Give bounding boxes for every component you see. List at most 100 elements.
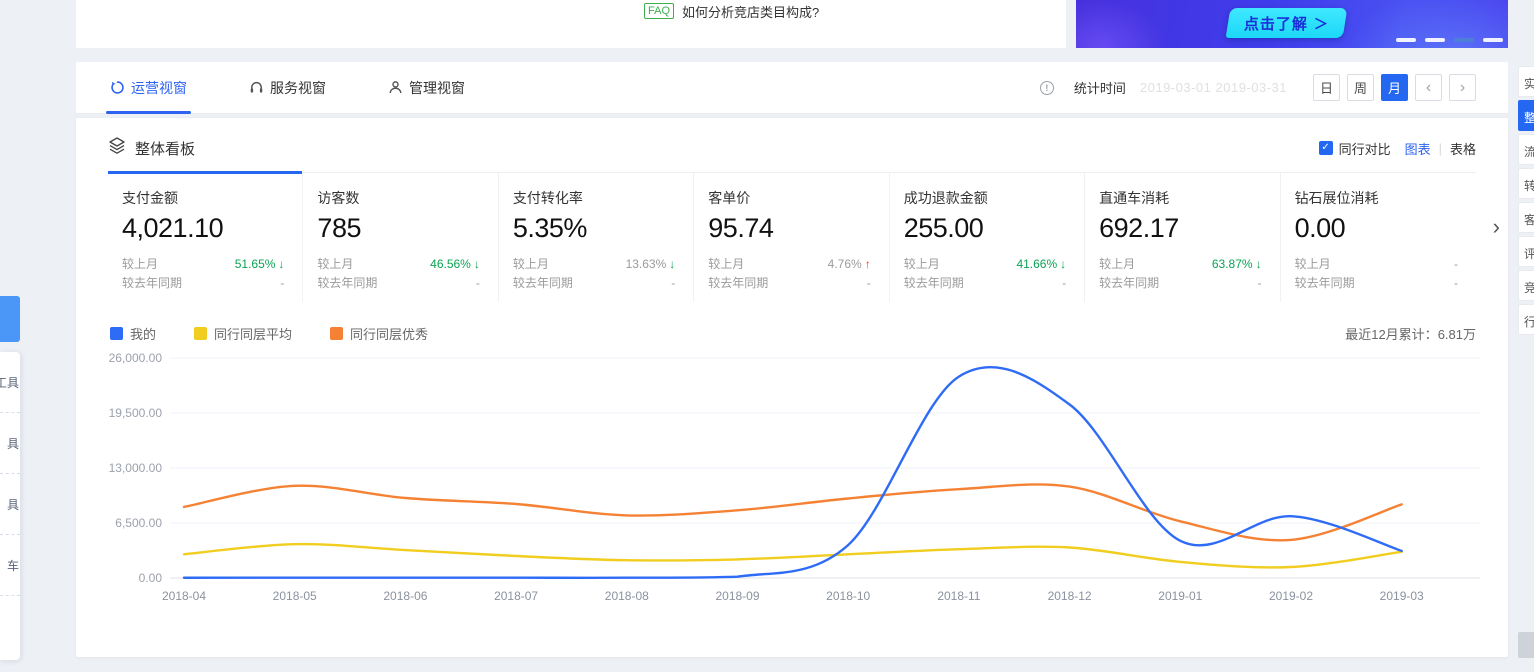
back-to-top-button[interactable] (1518, 632, 1534, 658)
tab-label: 服务视窗 (270, 79, 326, 96)
right-anchor-nav: 实整流转客评竞行 (1518, 66, 1534, 338)
left-dock-item-label: 车 (6, 558, 19, 573)
left-dock-item-3[interactable]: 车 (0, 535, 20, 596)
chart-legend: 我的 同行同层平均 同行同层优秀 (110, 324, 428, 343)
period-button-0[interactable]: 日 (1313, 74, 1340, 101)
rolling-total: 最近12月累计：6.81万 (1345, 324, 1476, 343)
x-axis-tick: 2018-07 (494, 589, 538, 603)
faq-question-link[interactable]: 如何分析竞店类目构成? (682, 4, 820, 20)
metric-card-6[interactable]: 钻石展位消耗 0.00 较上月 - 较去年同期 - (1281, 173, 1476, 302)
metric-card-3[interactable]: 客单价 95.74 较上月 4.76% ↑ 较去年同期 - (694, 173, 890, 302)
banner-cta-button[interactable]: 点击了解 ＞ (1225, 8, 1348, 38)
view-mode-chart[interactable]: 图表 (1404, 141, 1431, 157)
rolling-total-label: 最近12月累计： (1345, 326, 1438, 342)
card-yoy-label: 较去年同期 (122, 276, 183, 290)
banner-dash-2[interactable] (1454, 38, 1474, 42)
right-anchor-item-1[interactable]: 整 (1518, 100, 1534, 131)
card-yoy-label: 较去年同期 (903, 276, 964, 290)
card-mom-label: 较上月 (122, 257, 159, 271)
metric-card-4[interactable]: 成功退款金额 255.00 较上月 41.66% ↓ 较去年同期 - (890, 173, 1086, 302)
right-anchor-item-3[interactable]: 转 (1518, 168, 1534, 199)
banner-dash-3[interactable] (1483, 38, 1503, 42)
series-line-1 (182, 542, 1403, 569)
y-axis-tick: 6,500.00 (115, 516, 162, 530)
period-button-group: 日周月 ‹ › (1313, 74, 1476, 101)
tab-2[interactable]: 管理视窗 (388, 62, 465, 113)
banner-dash-1[interactable] (1425, 38, 1445, 42)
promo-banner[interactable]: 点击了解 ＞ (1076, 0, 1508, 48)
legend-item-1[interactable]: 同行同层平均 (194, 324, 292, 343)
card-mom-value: 41.66% (1016, 257, 1058, 271)
arrow-up-icon: ↑ (864, 257, 871, 271)
legend-swatch (110, 326, 123, 340)
period-button-2[interactable]: 月 (1381, 74, 1408, 101)
y-axis-tick: 13,000.00 (109, 461, 163, 475)
arrow-down-icon: ↓ (278, 257, 285, 271)
view-mode-separator: | (1438, 140, 1442, 156)
card-yoy-label: 较去年同期 (708, 276, 769, 290)
left-dock-item-0[interactable]: 工具 (0, 352, 20, 413)
left-dock-item-2[interactable]: 具 (0, 474, 20, 535)
right-anchor-item-0[interactable]: 实 (1518, 66, 1534, 97)
metric-card-5[interactable]: 直通车消耗 692.17 较上月 63.87% ↓ 较去年同期 - (1085, 173, 1281, 302)
tab-1[interactable]: 服务视窗 (249, 62, 326, 113)
user-icon (388, 80, 403, 95)
overview-panel: 整体看板 ✓ 同行对比 图表 | 表格 支付金额 4,021.10 较上月 51.65… (76, 118, 1508, 657)
period-button-1[interactable]: 周 (1347, 74, 1374, 101)
x-axis-tick: 2018-11 (937, 589, 980, 603)
legend-label: 同行同层平均 (214, 326, 293, 342)
right-anchor-item-5[interactable]: 评 (1518, 236, 1534, 267)
x-axis-tick: 2018-06 (383, 589, 427, 603)
card-value: 785 (317, 213, 361, 243)
card-yoy-row: 较去年同期 - (317, 274, 479, 293)
cards-next-arrow[interactable]: › (1492, 214, 1500, 239)
card-title: 成功退款金额 (903, 190, 988, 206)
right-anchor-item-6[interactable]: 竞 (1518, 270, 1534, 301)
peer-compare-checkbox[interactable]: ✓ (1318, 141, 1333, 155)
right-anchor-item-2[interactable]: 流 (1518, 134, 1534, 165)
view-mode-table[interactable]: 表格 (1449, 141, 1476, 157)
card-yoy-row: 较去年同期 - (904, 274, 1066, 293)
card-yoy-value: - (1257, 276, 1262, 290)
card-yoy-label: 较去年同期 (317, 276, 378, 290)
left-dock-active-button[interactable] (0, 296, 20, 342)
card-yoy-label: 较去年同期 (1099, 276, 1160, 290)
x-axis-tick: 2018-05 (273, 589, 317, 603)
card-mom-value: 46.56% (430, 257, 471, 271)
prev-period-button[interactable]: ‹ (1415, 74, 1442, 101)
arrow-down-icon: ↓ (1060, 257, 1067, 271)
left-dock-item-1[interactable]: 具 (0, 413, 20, 474)
banner-dash-0[interactable] (1396, 38, 1416, 42)
section-title: 整体看板 (135, 140, 196, 158)
legend-item-2[interactable]: 同行同层优秀 (330, 324, 428, 343)
right-anchor-item-4[interactable]: 客 (1518, 202, 1534, 233)
card-yoy-label: 较去年同期 (512, 276, 573, 290)
metric-card-2[interactable]: 支付转化率 5.35% 较上月 13.63% ↓ 较去年同期 - (499, 173, 695, 302)
legend-label: 我的 (130, 326, 157, 342)
legend-swatch (194, 326, 208, 340)
view-tabbar: 运营视窗 服务视窗 管理视窗 ! 统计时间 2019-03-01 2019-03-3… (76, 62, 1508, 114)
stat-date-range[interactable]: 2019-03-01 2019-03-31 (1139, 80, 1287, 95)
card-mom-row: 较上月 4.76% ↑ (708, 255, 870, 274)
banner-carousel-indicators[interactable] (1396, 38, 1503, 42)
series-line-0 (182, 366, 1403, 579)
panel-header: 整体看板 ✓ 同行对比 图表 | 表格 (76, 118, 1508, 162)
x-axis-tick: 2019-01 (1158, 589, 1202, 603)
info-icon[interactable]: ! (1039, 80, 1054, 95)
y-axis-tick: 0.00 (139, 571, 163, 585)
legend-item-0[interactable]: 我的 (110, 324, 156, 343)
tab-0[interactable]: 运营视窗 (106, 62, 191, 114)
faq-badge: FAQ (644, 3, 675, 19)
card-yoy-row: 较去年同期 - (708, 274, 870, 293)
card-value: 0.00 (1294, 213, 1346, 243)
tab-label: 运营视窗 (131, 79, 187, 96)
view-tabs: 运营视窗 服务视窗 管理视窗 (76, 62, 1508, 114)
card-mom-row: 较上月 46.56% ↓ (317, 255, 479, 274)
right-anchor-item-7[interactable]: 行 (1518, 304, 1534, 335)
faq-row[interactable]: FAQ 如何分析竞店类目构成? (644, 2, 819, 20)
card-yoy-row: 较去年同期 - (1295, 274, 1458, 293)
next-period-button[interactable]: › (1449, 74, 1476, 101)
metric-card-0[interactable]: 支付金额 4,021.10 较上月 51.65% ↓ 较去年同期 - (108, 171, 304, 302)
chart-header: 我的 同行同层平均 同行同层优秀 最近12月累计：6.81万 (110, 322, 1476, 344)
metric-card-1[interactable]: 访客数 785 较上月 46.56% ↓ 较去年同期 - (303, 173, 499, 302)
